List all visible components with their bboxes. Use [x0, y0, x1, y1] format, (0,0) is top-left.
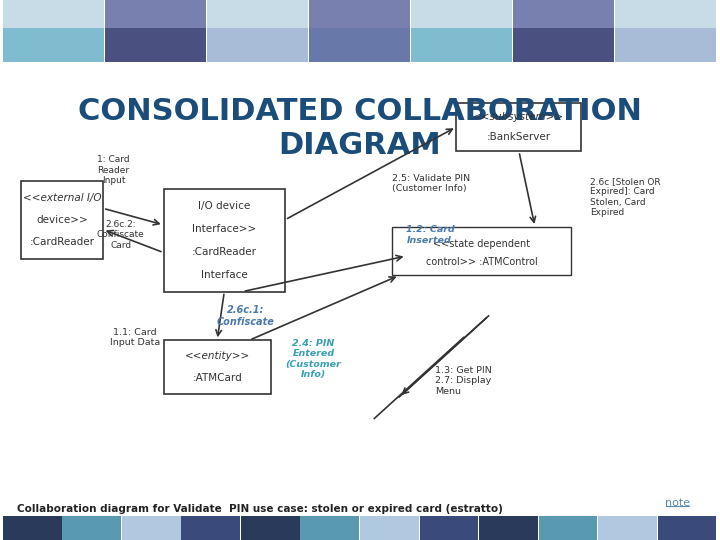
Text: <<state dependent: <<state dependent: [433, 239, 530, 249]
Text: :CardReader: :CardReader: [192, 247, 257, 256]
Text: note: note: [665, 498, 690, 508]
FancyBboxPatch shape: [3, 516, 62, 540]
Text: <<entity>>: <<entity>>: [184, 352, 250, 361]
Text: control>> :ATMControl: control>> :ATMControl: [426, 257, 537, 267]
Text: 1.1: Card
Input Data: 1.1: Card Input Data: [110, 328, 160, 347]
FancyBboxPatch shape: [657, 516, 716, 540]
FancyBboxPatch shape: [411, 0, 512, 28]
FancyBboxPatch shape: [122, 516, 181, 540]
FancyBboxPatch shape: [3, 0, 104, 28]
FancyBboxPatch shape: [300, 516, 359, 540]
Text: device>>: device>>: [36, 215, 88, 225]
FancyBboxPatch shape: [163, 189, 285, 292]
Text: 1.2: Card
Inserted: 1.2: Card Inserted: [406, 225, 455, 245]
FancyBboxPatch shape: [598, 516, 657, 540]
FancyBboxPatch shape: [411, 0, 512, 62]
FancyBboxPatch shape: [360, 516, 419, 540]
Text: <<external I/O: <<external I/O: [22, 193, 101, 202]
Text: 2.6c.1:
Confiscate: 2.6c.1: Confiscate: [217, 305, 274, 327]
FancyBboxPatch shape: [420, 516, 478, 540]
Text: :CardReader: :CardReader: [30, 238, 94, 247]
FancyBboxPatch shape: [615, 0, 716, 28]
FancyBboxPatch shape: [456, 103, 581, 151]
Text: 1.3: Get PIN
2.7: Display
Menu: 1.3: Get PIN 2.7: Display Menu: [435, 366, 492, 396]
FancyBboxPatch shape: [479, 516, 538, 540]
FancyBboxPatch shape: [63, 516, 121, 540]
FancyBboxPatch shape: [241, 516, 300, 540]
FancyBboxPatch shape: [309, 0, 410, 28]
FancyBboxPatch shape: [207, 0, 307, 28]
Text: :BankServer: :BankServer: [487, 132, 551, 141]
FancyBboxPatch shape: [392, 227, 571, 275]
FancyBboxPatch shape: [3, 0, 104, 62]
FancyBboxPatch shape: [105, 0, 205, 28]
Text: 2.4: PIN
Entered
(Customer
Info): 2.4: PIN Entered (Customer Info): [286, 339, 341, 379]
Text: :ATMCard: :ATMCard: [192, 373, 242, 383]
Text: CONSOLIDATED COLLABORATION
DIAGRAM: CONSOLIDATED COLLABORATION DIAGRAM: [78, 97, 642, 160]
Text: 2.5: Validate PIN
(Customer Info): 2.5: Validate PIN (Customer Info): [392, 174, 470, 193]
FancyBboxPatch shape: [105, 0, 205, 62]
FancyBboxPatch shape: [615, 0, 716, 62]
Text: <<subsystem>>: <<subsystem>>: [473, 112, 564, 122]
Text: 1: Card
Reader
Input: 1: Card Reader Input: [97, 155, 130, 185]
FancyBboxPatch shape: [513, 0, 613, 62]
FancyBboxPatch shape: [513, 0, 613, 28]
Text: Interface>>: Interface>>: [192, 224, 256, 234]
Text: I/O device: I/O device: [198, 201, 251, 211]
Text: 2.6c.2:
Confiscate
Card: 2.6c.2: Confiscate Card: [97, 220, 145, 250]
FancyBboxPatch shape: [163, 340, 271, 394]
Text: 2.6c [Stolen OR
Expired]: Card
Stolen, Card
Expired: 2.6c [Stolen OR Expired]: Card Stolen, C…: [590, 177, 660, 217]
FancyBboxPatch shape: [539, 516, 598, 540]
Text: Collaboration diagram for Validate  PIN use case: stolen or expired card (estrat: Collaboration diagram for Validate PIN u…: [17, 504, 503, 514]
FancyBboxPatch shape: [207, 0, 307, 62]
FancyBboxPatch shape: [309, 0, 410, 62]
FancyBboxPatch shape: [21, 181, 103, 259]
Text: Interface: Interface: [201, 269, 248, 280]
FancyBboxPatch shape: [181, 516, 240, 540]
